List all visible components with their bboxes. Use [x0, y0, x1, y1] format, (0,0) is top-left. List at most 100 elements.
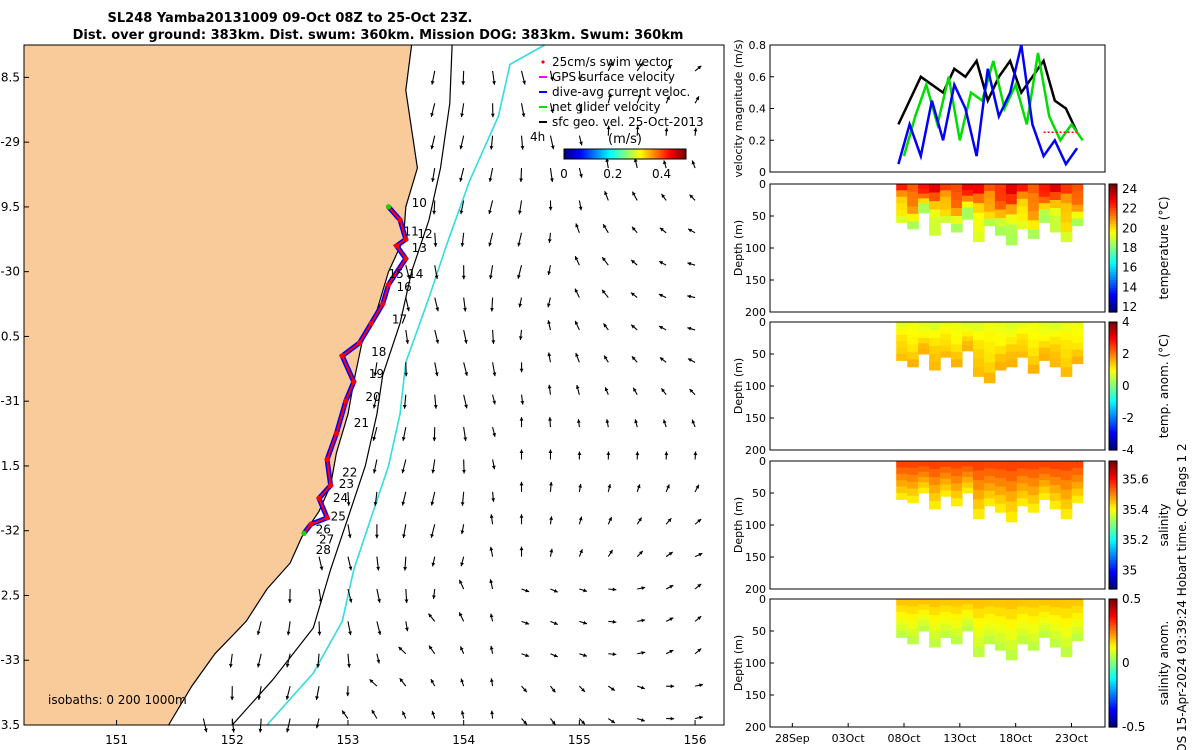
- profile-cell: [973, 627, 985, 638]
- profile-cell: [983, 621, 996, 630]
- map-y-tick-label: 30.5: [0, 329, 20, 343]
- geo-vector-head: [661, 388, 665, 393]
- colorbar-cell: [1109, 208, 1117, 212]
- colorbar-cell: [1109, 216, 1117, 220]
- colorbar-cell: [1109, 372, 1117, 376]
- profile-cell: [1038, 624, 1051, 632]
- colorbar-cell: [1109, 586, 1117, 590]
- geo-vector-head: [518, 336, 523, 340]
- geo-vector-head: [489, 546, 494, 551]
- geo-vector-head: [604, 387, 609, 392]
- profile-cell: [907, 481, 919, 490]
- speed-colorbar-cell: [586, 149, 589, 159]
- geo-vector-head: [229, 663, 233, 668]
- colorbar-cell: [1109, 573, 1117, 577]
- geo-vector-head: [460, 678, 464, 683]
- geo-vector-head: [256, 631, 261, 635]
- profile-cell: [896, 328, 908, 336]
- speed-colorbar-cell: [564, 149, 567, 159]
- speed-colorbar-cell: [661, 149, 665, 159]
- day-label: 20: [365, 390, 380, 404]
- profile-cell: [994, 469, 1007, 479]
- profile-cell: [994, 354, 1007, 363]
- velocity-panel: 0 0.2 0.4 0.6 0.8 velocity magnitude (m/s): [732, 39, 1106, 179]
- day-label: 25: [331, 509, 346, 523]
- speed-colorbar-cell: [659, 149, 663, 159]
- colorbar-cell: [1109, 410, 1117, 414]
- profile-cell: [1071, 356, 1084, 365]
- profile-cell: [1016, 599, 1029, 607]
- geo-vector-head: [318, 599, 323, 603]
- profile-cell: [896, 184, 908, 191]
- geo-vector-head: [670, 716, 675, 721]
- speed-colorbar-cell: [633, 149, 636, 159]
- colorbar-cell: [1109, 567, 1117, 571]
- profile-cell: [896, 611, 908, 619]
- colorbar-tick-label: 16: [1122, 261, 1137, 275]
- geo-vector-head: [492, 400, 496, 405]
- profile-cell: [951, 468, 963, 477]
- profile-cell: [896, 599, 908, 606]
- colorbar-cell: [1109, 671, 1117, 675]
- geo-vector-head: [231, 728, 236, 733]
- colorbar-cell: [1109, 431, 1117, 435]
- profile-cell: [918, 609, 930, 616]
- profile-cell: [1038, 599, 1051, 606]
- profile-cell: [907, 198, 919, 207]
- geo-vector-head: [634, 419, 638, 424]
- map-x-ticks: 151 152 153 154 155 156: [105, 720, 707, 747]
- geo-vector-head: [547, 352, 552, 357]
- colorbar-cell: [1109, 285, 1117, 289]
- geo-vector-head: [547, 239, 552, 243]
- profile-cell: [929, 485, 941, 494]
- colorbar-cell: [1109, 362, 1117, 366]
- colorbar-cell: [1109, 477, 1117, 481]
- profile-cell: [1049, 359, 1062, 368]
- profile-cell: [929, 461, 941, 470]
- profile-cell: [951, 336, 963, 345]
- geo-vector-head: [404, 599, 409, 603]
- profile-cell: [1027, 330, 1040, 340]
- profile-cell: [940, 322, 952, 329]
- colorbar-label: salinity: [1157, 503, 1171, 546]
- geo-vector-head: [662, 419, 667, 424]
- profile-cell: [907, 495, 919, 504]
- geo-vector-head: [488, 178, 493, 182]
- geo-vector-head: [430, 145, 435, 150]
- profile-cell: [1060, 618, 1073, 629]
- colorbar-cell: [1109, 546, 1117, 550]
- geo-vector-head: [203, 728, 208, 733]
- colorbar-cell: [1109, 186, 1117, 190]
- profile-cell: [1060, 184, 1073, 195]
- profile-cell: [1005, 481, 1018, 492]
- profile-cell: [940, 339, 952, 346]
- geo-vector-head: [668, 552, 673, 556]
- colorbar-cell: [1109, 692, 1117, 696]
- depth-tick-label: 150: [745, 274, 766, 287]
- colorbar-cell: [1109, 506, 1117, 510]
- colorbar-cell: [1109, 543, 1117, 547]
- profile-cell: [951, 344, 963, 353]
- geo-vector-head: [691, 419, 696, 424]
- profile-cell: [951, 200, 963, 209]
- profile-cell: [1060, 480, 1073, 491]
- map-isobaths: [231, 44, 546, 726]
- colorbar-cell: [1109, 447, 1117, 451]
- profile-cell: [929, 218, 941, 228]
- profile-cell: [1005, 204, 1018, 215]
- colorbar-cell: [1109, 463, 1117, 467]
- geo-vector-head: [460, 562, 464, 567]
- geo-vector-head: [489, 275, 493, 279]
- geo-vector-head: [519, 481, 524, 486]
- day-label: 24: [333, 491, 348, 505]
- geo-vector-head: [463, 307, 467, 312]
- geo-vector-head: [631, 324, 636, 329]
- geo-vector-head: [664, 451, 669, 456]
- profile-cell: [1027, 461, 1040, 470]
- geo-vector-head: [523, 720, 527, 725]
- geo-vector-head: [547, 303, 551, 308]
- profile-cell: [1038, 461, 1051, 468]
- colorbar-cell: [1109, 697, 1117, 701]
- salinity-anomaly-panel: 0 50 100 150 200 Depth (m) -0.5 0 0.5 salinity an…: [732, 592, 1171, 734]
- speed-colorbar-cell: [629, 149, 632, 159]
